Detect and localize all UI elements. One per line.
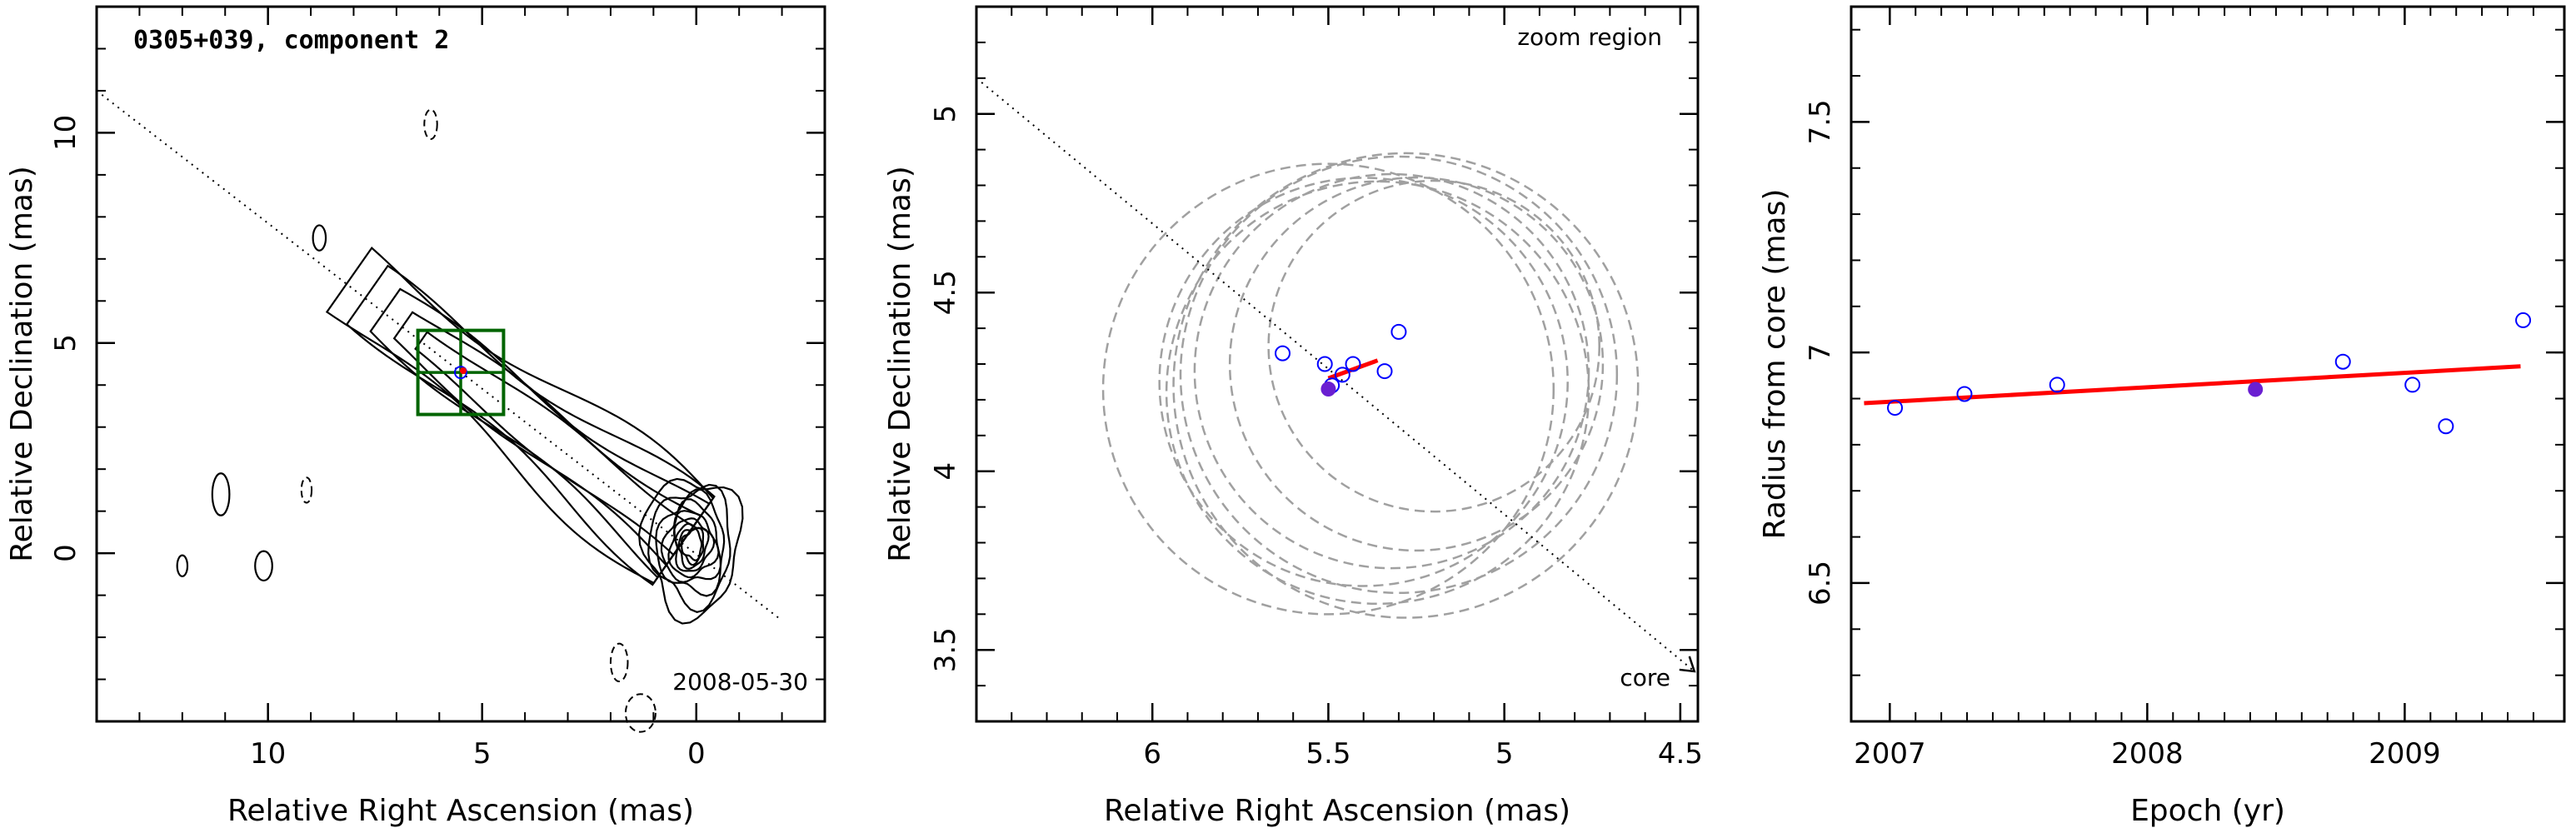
error-circle xyxy=(1193,172,1590,570)
error-circle xyxy=(1158,177,1569,587)
data-point xyxy=(1376,363,1393,380)
component-marker xyxy=(460,367,467,375)
contour-map-y-tick-label: 10 xyxy=(49,115,82,151)
contour-map-date-label: 2008-05-30 xyxy=(672,668,808,696)
contour-line xyxy=(647,483,731,613)
radius-y-tick-label: 7.5 xyxy=(1804,99,1837,144)
zoom-region-x-tick-label: 6 xyxy=(1143,737,1161,771)
contour-island xyxy=(176,554,189,577)
data-point xyxy=(1275,345,1291,362)
radius-y-tick-label: 7 xyxy=(1804,343,1837,362)
zoom-region-x-tick-label: 4.5 xyxy=(1658,737,1703,771)
contour-map-x-tick-label: 5 xyxy=(473,737,492,771)
data-point xyxy=(1316,356,1333,372)
fit-line xyxy=(1864,364,2521,406)
contour-line xyxy=(667,510,720,579)
zoom-region-x-tick-label: 5.5 xyxy=(1305,737,1350,771)
data-point xyxy=(1887,400,1904,416)
contour-island xyxy=(312,224,327,252)
data-point xyxy=(1345,356,1361,372)
contour-line xyxy=(677,526,705,566)
fit-segment xyxy=(1327,358,1379,381)
error-circle xyxy=(1267,179,1600,513)
error-circle xyxy=(1165,180,1590,606)
contour-map-contours xyxy=(176,108,744,733)
negative-contour xyxy=(300,476,313,504)
radius-x-tick-label: 2008 xyxy=(2111,737,2184,771)
radius-x-tick-label: 2007 xyxy=(1854,737,1926,771)
contour-island xyxy=(254,550,273,582)
panel-radius-vs-epoch: 2007 2008 2009 7.5 7 6.5 Epoch (yr) Radius fr… xyxy=(1758,5,2566,828)
zoom-region-y-tick-label: 4.5 xyxy=(929,270,962,315)
negative-contour xyxy=(423,108,438,140)
error-circle xyxy=(1179,155,1619,595)
data-point xyxy=(1956,386,1973,402)
radius-x-tick-label: 2009 xyxy=(2369,737,2441,771)
contour-map-x-axis-label: Relative Right Ascension (mas) xyxy=(227,794,694,828)
contour-line xyxy=(345,264,716,586)
contour-line xyxy=(637,477,744,625)
radius-y-tick-label: 6.5 xyxy=(1804,561,1837,606)
data-point xyxy=(2404,377,2421,393)
contour-map-title: 0305+039, component 2 xyxy=(133,26,449,55)
data-point xyxy=(2438,418,2454,435)
zoom-region-x-tick-label: 5 xyxy=(1495,737,1514,771)
error-circle xyxy=(1172,152,1640,619)
contour-map-y-tick-label: 5 xyxy=(49,334,82,352)
contour-line xyxy=(369,287,711,579)
radius-y-axis-label: Radius from core (mas) xyxy=(1758,189,1792,540)
negative-contour xyxy=(609,642,629,683)
contour-map-y-axis-label: Relative Declination (mas) xyxy=(5,166,39,562)
contour-line xyxy=(672,517,716,572)
zoom-region-y-tick-label: 4 xyxy=(929,462,962,481)
zoom-region-y-tick-label: 3.5 xyxy=(929,627,962,672)
panel-contour-map: 10 5 0 10 5 0 0305+039, component 2 2008-05-3… xyxy=(5,5,826,828)
zoom-region-label: zoom region xyxy=(1517,23,1662,51)
jet-arrowhead xyxy=(1679,656,1696,673)
data-point xyxy=(2515,312,2532,328)
data-point xyxy=(2334,353,2351,370)
component-marker xyxy=(454,366,467,380)
error-circle xyxy=(1228,176,1605,552)
contour-line xyxy=(392,311,702,567)
jet-axis-line xyxy=(96,90,783,621)
zoom-region-y-tick-label: 5 xyxy=(929,105,962,123)
contour-line xyxy=(414,331,695,556)
contour-line xyxy=(674,522,710,570)
contour-map-x-tick-label: 0 xyxy=(687,737,706,771)
contour-map-y-tick-label: 0 xyxy=(49,544,82,562)
core-label: core xyxy=(1620,664,1670,691)
panel-zoom-region: 6 5.5 5 4.5 5 4.5 4 3.5 zoom region core Relati… xyxy=(883,5,1703,828)
data-point-highlight xyxy=(1320,382,1336,397)
zoom-region-y-axis-label: Relative Declination (mas) xyxy=(883,166,917,562)
contour-map-x-tick-label: 10 xyxy=(250,737,286,771)
data-point xyxy=(2049,377,2065,393)
data-point xyxy=(1334,367,1350,383)
contour-island xyxy=(211,472,231,516)
zoom-region-x-axis-label: Relative Right Ascension (mas) xyxy=(1104,794,1570,828)
data-point xyxy=(1390,323,1407,340)
contour-line xyxy=(325,246,715,585)
radius-x-axis-label: Epoch (yr) xyxy=(2130,794,2285,828)
error-circle xyxy=(1101,162,1555,616)
data-point-highlight xyxy=(2248,382,2264,397)
negative-contour xyxy=(624,693,656,733)
